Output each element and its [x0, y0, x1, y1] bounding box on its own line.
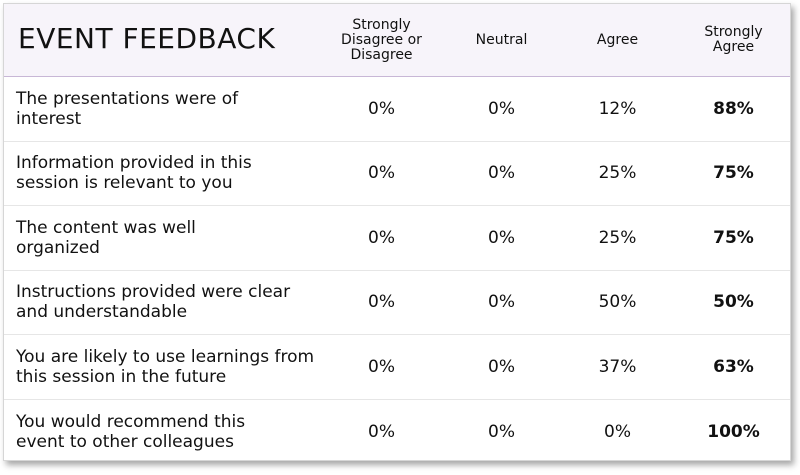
column-header-neutral: Neutral [475, 31, 528, 48]
value-strongly-disagree-or-disagree: 0% [368, 292, 395, 313]
row-statement: You would recommend this event to other … [16, 411, 246, 452]
row-statement: The presentations were of interest [16, 88, 239, 129]
value-agree: 12% [598, 98, 637, 119]
table-header: EVENT FEEDBACK Strongly Disagree or Disa… [4, 4, 790, 77]
value-strongly-agree: 75% [713, 227, 754, 248]
value-strongly-agree: 50% [713, 292, 754, 313]
value-strongly-agree: 63% [713, 356, 754, 377]
value-agree: 25% [598, 227, 637, 248]
value-neutral: 0% [488, 227, 515, 248]
row-statement: The content was well organized [16, 217, 196, 258]
value-strongly-agree: 75% [713, 163, 754, 184]
row-statement: Instructions provided were clear and und… [16, 282, 291, 323]
value-strongly-disagree-or-disagree: 0% [368, 356, 395, 377]
table-row: You would recommend this event to other … [4, 400, 790, 465]
feedback-card: EVENT FEEDBACK Strongly Disagree or Disa… [3, 3, 791, 461]
row-statement: You are likely to use learnings from thi… [16, 346, 315, 387]
value-strongly-disagree-or-disagree: 0% [368, 98, 395, 119]
value-strongly-agree: 88% [713, 98, 754, 119]
table-row: Information provided in this session is … [4, 142, 790, 206]
value-neutral: 0% [488, 292, 515, 313]
value-agree: 25% [598, 163, 637, 184]
value-neutral: 0% [488, 356, 515, 377]
value-agree: 37% [598, 356, 637, 377]
column-header-agree: Agree [596, 31, 639, 48]
table-row: The content was well organized 0% 0% 25%… [4, 206, 790, 271]
value-neutral: 0% [488, 163, 515, 184]
value-strongly-agree: 100% [707, 421, 760, 442]
table-body: The presentations were of interest 0% 0%… [4, 77, 790, 464]
table-row: You are likely to use learnings from thi… [4, 335, 790, 400]
row-statement: Information provided in this session is … [16, 153, 252, 194]
value-agree: 0% [604, 421, 631, 442]
table-row: Instructions provided were clear and und… [4, 271, 790, 335]
value-strongly-disagree-or-disagree: 0% [368, 421, 395, 442]
page-title: EVENT FEEDBACK [18, 22, 276, 55]
column-header-strongly-agree: Strongly Agree [704, 24, 763, 55]
value-neutral: 0% [488, 98, 515, 119]
value-strongly-disagree-or-disagree: 0% [368, 163, 395, 184]
column-header-strongly-disagree-or-disagree: Strongly Disagree or Disagree [341, 16, 422, 63]
value-strongly-disagree-or-disagree: 0% [368, 227, 395, 248]
table-row: The presentations were of interest 0% 0%… [4, 77, 790, 142]
value-neutral: 0% [488, 421, 515, 442]
value-agree: 50% [598, 292, 637, 313]
